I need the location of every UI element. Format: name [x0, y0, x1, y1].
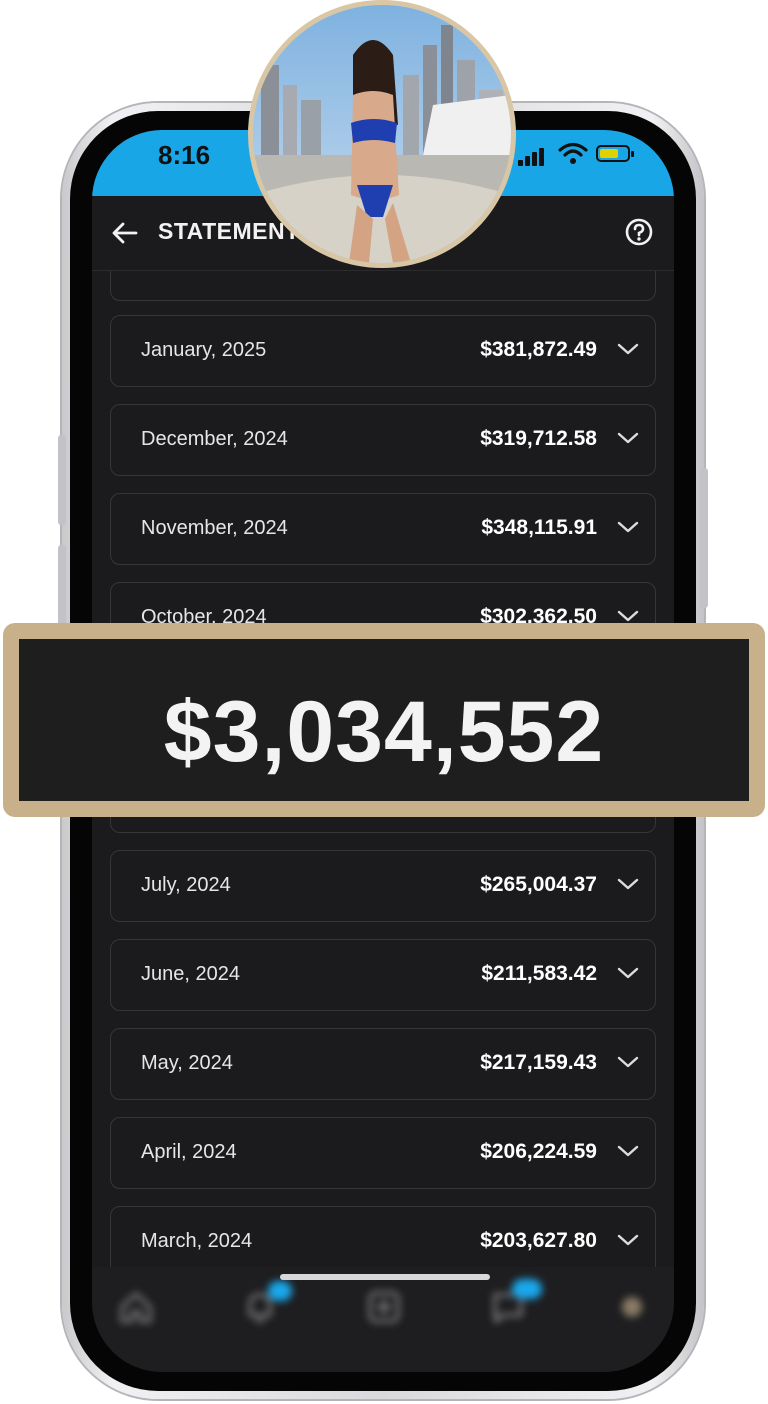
list-item[interactable] [110, 271, 656, 301]
volume-down-button [58, 545, 66, 635]
bottom-navigation [92, 1267, 674, 1372]
chevron-down-icon[interactable] [617, 1055, 639, 1069]
chevron-down-icon[interactable] [617, 1233, 639, 1247]
chevron-down-icon[interactable] [617, 966, 639, 980]
list-item[interactable]: January, 2025 $381,872.49 [110, 315, 656, 387]
total-amount: $3,034,552 [163, 684, 605, 780]
chevron-down-icon[interactable] [617, 609, 639, 623]
chevron-down-icon[interactable] [617, 1144, 639, 1158]
arrow-left-icon[interactable] [110, 218, 140, 248]
statement-amount: $302,362.50 [480, 605, 597, 628]
list-item[interactable]: December, 2024 $319,712.58 [110, 404, 656, 476]
list-item[interactable]: June, 2024 $211,583.42 [110, 939, 656, 1011]
home-icon[interactable] [116, 1287, 156, 1327]
statement-amount: $206,224.59 [480, 1140, 597, 1163]
wifi-icon [558, 142, 588, 164]
list-item[interactable]: April, 2024 $206,224.59 [110, 1117, 656, 1189]
statement-month: January, 2025 [141, 339, 267, 361]
list-item[interactable]: March, 2024 $203,627.80 [110, 1206, 656, 1267]
plus-square-icon[interactable] [364, 1287, 404, 1327]
bell-icon[interactable] [240, 1287, 280, 1327]
message-badge [512, 1279, 542, 1299]
notification-badge [268, 1281, 292, 1301]
power-button [700, 468, 708, 608]
statement-month: December, 2024 [141, 428, 288, 450]
statement-month: October, 2024 [141, 606, 267, 628]
chevron-down-icon[interactable] [617, 342, 639, 356]
statement-month: July, 2024 [141, 874, 231, 896]
statement-amount: $265,004.37 [480, 873, 597, 896]
battery-icon [596, 145, 634, 162]
help-circle-icon[interactable] [624, 217, 654, 247]
statement-month: November, 2024 [141, 517, 288, 539]
statement-amount: $203,627.80 [480, 1229, 597, 1252]
list-item[interactable]: July, 2024 $265,004.37 [110, 850, 656, 922]
statement-month: April, 2024 [141, 1141, 237, 1163]
page-title: STATEMENT [158, 218, 300, 244]
statement-month: May, 2024 [141, 1052, 233, 1074]
chevron-down-icon[interactable] [617, 877, 639, 891]
avatar-photo [253, 5, 511, 263]
chevron-down-icon[interactable] [617, 431, 639, 445]
statement-amount: $348,115.91 [481, 516, 597, 539]
statement-month: March, 2024 [141, 1230, 253, 1252]
home-indicator [280, 1274, 490, 1280]
statement-amount: $381,872.49 [480, 338, 597, 361]
list-item[interactable]: November, 2024 $348,115.91 [110, 493, 656, 565]
profile-avatar [248, 0, 516, 268]
statement-amount: $211,583.42 [481, 962, 597, 985]
cellular-signal-icon [518, 148, 548, 166]
statement-amount: $217,159.43 [480, 1051, 597, 1074]
total-banner: $3,034,552 [3, 623, 765, 817]
statement-month: June, 2024 [141, 963, 240, 985]
list-item[interactable]: May, 2024 $217,159.43 [110, 1028, 656, 1100]
volume-up-button [58, 435, 66, 525]
statement-amount: $319,712.58 [480, 427, 597, 450]
chevron-down-icon[interactable] [617, 520, 639, 534]
profile-icon[interactable] [612, 1287, 652, 1327]
total-banner-panel: $3,034,552 [19, 639, 749, 801]
status-time: 8:16 [158, 140, 211, 170]
